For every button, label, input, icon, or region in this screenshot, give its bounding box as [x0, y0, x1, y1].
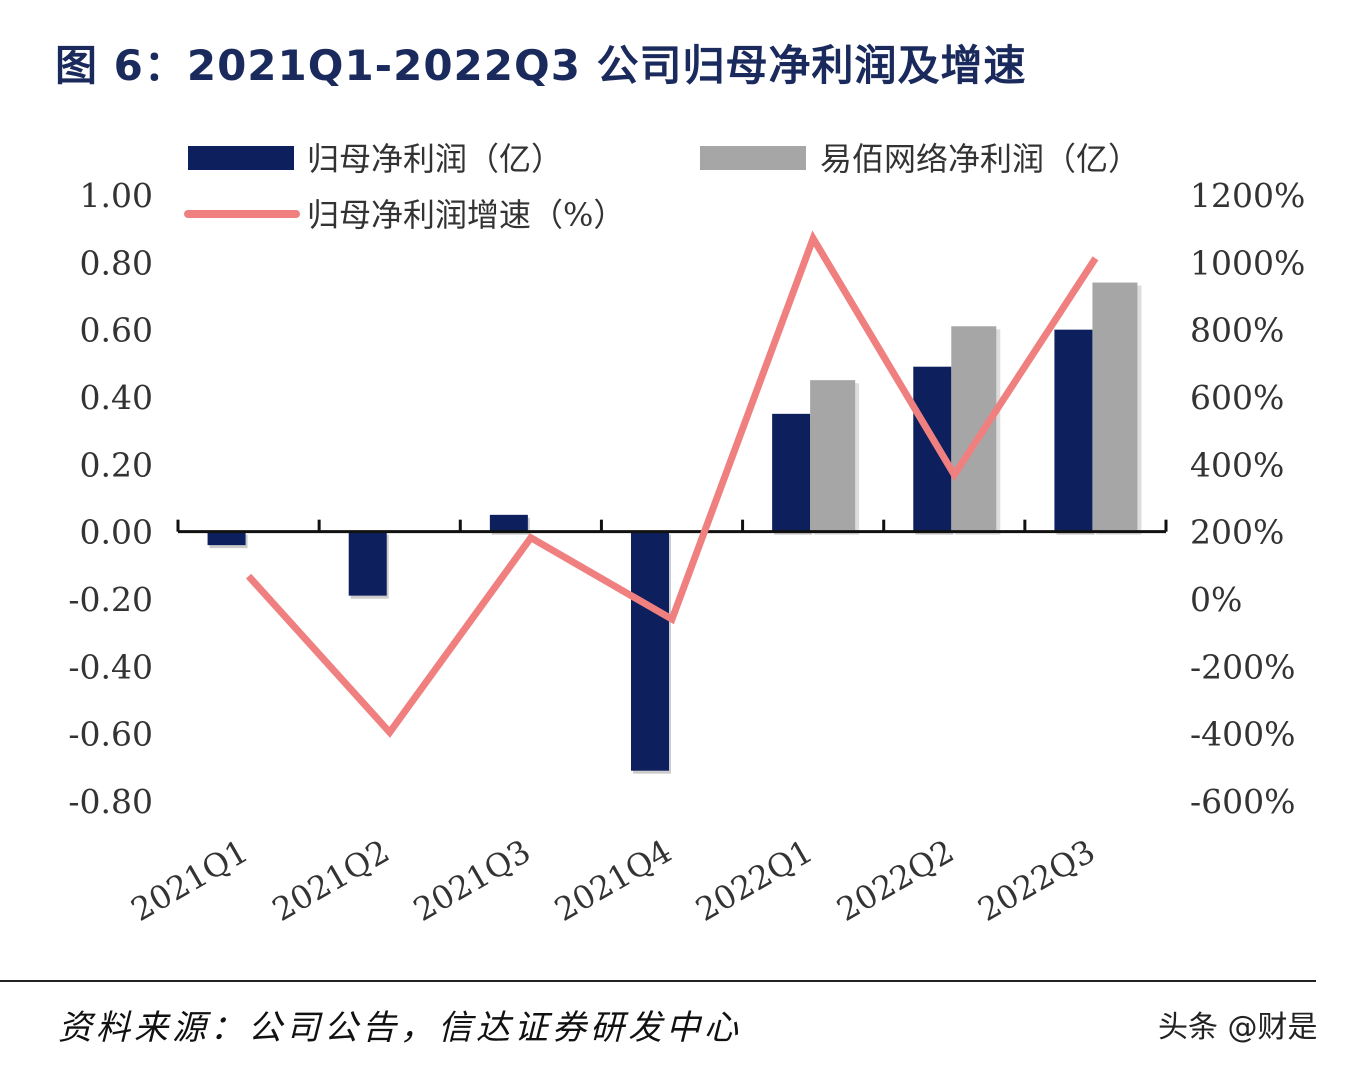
- left-axis-tick-label: -0.60: [68, 715, 153, 754]
- right-axis-tick-label: 1000%: [1190, 243, 1305, 282]
- right-axis-tick-label: -600%: [1190, 782, 1296, 821]
- right-axis-tick-label: -200%: [1190, 647, 1296, 686]
- left-axis-tick-label: 0.60: [80, 311, 153, 350]
- bar-net-profit: [348, 531, 387, 596]
- bar-yibai-profit: [951, 326, 997, 532]
- right-axis-tick-label: -400%: [1190, 715, 1296, 754]
- x-axis-tick-label: 2021Q4: [548, 832, 678, 929]
- left-axis-tick-label: 1.00: [80, 176, 153, 215]
- x-axis-tick-label: 2021Q1: [125, 832, 255, 929]
- x-axis-tick-label: 2022Q3: [972, 832, 1102, 929]
- bar-net-profit: [1054, 329, 1093, 532]
- bar-net-profit: [631, 531, 669, 771]
- left-axis-tick-label: -0.80: [68, 782, 153, 821]
- right-axis-tick-label: 0%: [1190, 580, 1242, 619]
- chart-title: 图 6：2021Q1-2022Q3 公司归母净利润及增速: [55, 41, 1027, 90]
- legend-swatch-yibai-profit: [700, 146, 806, 170]
- divider: [0, 980, 1316, 982]
- left-axis-tick-label: -0.40: [68, 647, 153, 686]
- legend-swatch-net-profit: [188, 146, 294, 170]
- left-axis-tick-label: -0.20: [68, 580, 153, 619]
- right-axis-tick-label: 400%: [1190, 445, 1284, 484]
- source-note: 资料来源：公司公告，信达证券研发中心: [58, 1008, 742, 1048]
- bar-net-profit: [207, 531, 246, 546]
- legend-label-growth: 归母净利润增速（%）: [307, 196, 625, 234]
- x-axis-tick-label: 2021Q2: [266, 832, 396, 929]
- bar-yibai-profit: [810, 380, 856, 532]
- x-axis-tick-label: 2022Q1: [689, 832, 819, 929]
- x-axis-tick-label: 2021Q3: [407, 832, 537, 929]
- legend-label-net-profit: 归母净利润（亿）: [307, 140, 563, 178]
- watermark: 头条 @财是: [1158, 1010, 1318, 1045]
- left-axis-tick-label: 0.20: [80, 445, 153, 484]
- x-axis-tick-label: 2022Q2: [830, 832, 960, 929]
- right-axis-tick-label: 200%: [1190, 513, 1284, 552]
- right-axis-tick-label: 1200%: [1190, 176, 1305, 215]
- bar-net-profit: [772, 413, 811, 532]
- right-axis-tick-label: 800%: [1190, 311, 1284, 350]
- left-axis-tick-label: 0.40: [80, 378, 153, 417]
- bar-yibai-profit: [1092, 282, 1138, 532]
- legend-label-yibai-profit: 易佰网络净利润（亿）: [820, 140, 1140, 178]
- left-axis-tick-label: 0.00: [80, 513, 153, 552]
- left-axis-tick-label: 0.80: [80, 243, 153, 282]
- bar-net-profit: [913, 366, 952, 532]
- right-axis-tick-label: 600%: [1190, 378, 1284, 417]
- bar-net-profit: [489, 514, 528, 532]
